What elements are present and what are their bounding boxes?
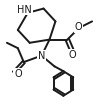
Text: HN: HN (17, 5, 32, 15)
Text: O: O (74, 22, 82, 32)
Text: O: O (14, 69, 22, 79)
Text: N: N (38, 51, 45, 61)
Text: O: O (68, 50, 76, 60)
